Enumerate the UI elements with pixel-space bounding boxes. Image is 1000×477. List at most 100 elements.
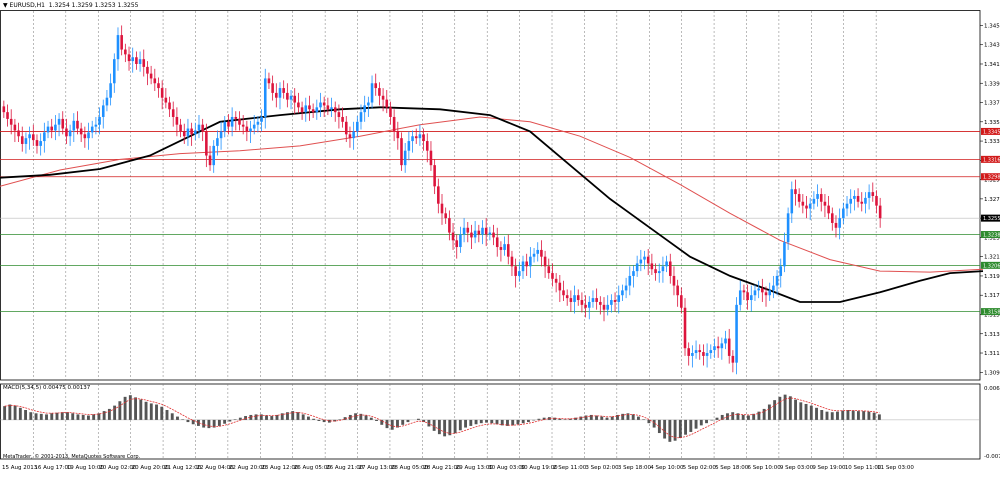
candle-body (610, 300, 613, 305)
candle-body (175, 116, 179, 125)
price-level-marker (981, 261, 1000, 269)
candle-body (569, 298, 573, 302)
candle-body (650, 263, 654, 270)
price-axis-label: 1.3335 (984, 139, 1000, 145)
candle-body (823, 201, 827, 206)
candle-body (17, 130, 20, 137)
candle-body (32, 134, 35, 141)
dropdown-triangle-icon[interactable]: ▼ (3, 2, 10, 9)
candle-body (367, 102, 370, 106)
candle-body (109, 83, 112, 98)
candle-body (83, 134, 87, 139)
candle-body (146, 66, 149, 74)
macd-axis-bottom: -0.00713 (984, 454, 1000, 460)
price-axis-label: 1.3095 (984, 370, 1000, 376)
candle-body (396, 131, 400, 139)
candle-body (562, 290, 565, 296)
candle-body (79, 128, 83, 135)
candle-body (613, 300, 617, 302)
candle-body (518, 271, 521, 276)
candle-body (9, 118, 13, 125)
macd-panel (0, 394, 980, 442)
candle-body (43, 132, 46, 142)
candle-body (6, 112, 9, 119)
candle-body (289, 95, 293, 100)
candle-body (20, 136, 24, 144)
price-axis-label: 1.3415 (984, 62, 1000, 68)
symbol-timeframe: EURUSD,H1 (9, 2, 45, 9)
time-axis-label: 11 Sep 03:00 (877, 465, 914, 471)
candle-body (131, 57, 134, 62)
candle-body (293, 95, 297, 103)
candle-body (157, 83, 160, 89)
price-axis-label: 1.3455 (984, 23, 1000, 29)
candle-body (54, 124, 57, 131)
candle-body (238, 118, 241, 125)
candle-body (816, 194, 819, 199)
candle-body (628, 275, 632, 286)
candle-body (750, 295, 753, 301)
candle-body (124, 49, 127, 55)
time-axis-label: 23 Aug 12:00 (261, 465, 299, 471)
candle-body (576, 295, 580, 301)
candle-body (595, 298, 598, 302)
candle-body (495, 237, 499, 248)
price-level-marker (981, 173, 1000, 181)
candle-body (805, 205, 808, 209)
candle-body (370, 83, 374, 103)
candle-body (344, 121, 348, 135)
candle-body (646, 256, 650, 264)
time-axis-label: 27 Aug 13:00 (359, 465, 397, 471)
candle-body (510, 256, 514, 267)
candle-body (297, 102, 300, 108)
candle-body (775, 275, 779, 286)
candle-body (440, 203, 444, 214)
price-level-marker (981, 308, 1000, 316)
candle-body (849, 198, 852, 204)
candle-body (411, 136, 414, 142)
candle-body (668, 261, 672, 276)
candle-body (547, 266, 551, 274)
candle-body (676, 285, 679, 296)
candle-body (484, 227, 488, 235)
time-axis-label: 5 Sep 18:00 (715, 465, 749, 471)
candle-body (779, 266, 783, 276)
candle-body (459, 234, 462, 248)
candle-body (757, 288, 760, 291)
price-level-marker-label: 1.3298 (983, 175, 1000, 181)
price-axis-label: 1.3375 (984, 101, 1000, 107)
candle-body (551, 273, 554, 279)
candle-body (624, 285, 628, 291)
candle-body (245, 126, 249, 132)
current-price-marker (981, 214, 1000, 222)
time-axis-label: 22 Aug 04:00 (196, 465, 234, 471)
candle-body (50, 126, 53, 131)
candle-body (341, 116, 344, 122)
candle-body (278, 88, 282, 98)
candle-body (584, 304, 587, 308)
candle-body (724, 338, 727, 344)
candle-body (101, 105, 105, 117)
candle-body (271, 83, 274, 93)
price-level-marker (981, 127, 1000, 135)
candle-body (705, 353, 709, 356)
price-axis-label: 1.3135 (984, 332, 1000, 338)
candle-body (138, 59, 142, 64)
price-axis-label: 1.3355 (984, 120, 1000, 126)
time-axis-label: 28 Aug 21:00 (423, 465, 461, 471)
candle-body (46, 126, 50, 133)
candle-body (878, 205, 882, 219)
candle-body (160, 88, 164, 98)
candle-body (565, 295, 569, 299)
candle-body (61, 118, 65, 129)
candle-body (374, 83, 378, 89)
price-level-marker-label: 1.3345 (983, 129, 1000, 135)
candle-body (90, 126, 94, 133)
candle-body (282, 88, 285, 93)
candle-body (153, 78, 157, 84)
candle-body (227, 121, 230, 127)
candle-body (267, 78, 271, 84)
candle-body (727, 338, 731, 356)
